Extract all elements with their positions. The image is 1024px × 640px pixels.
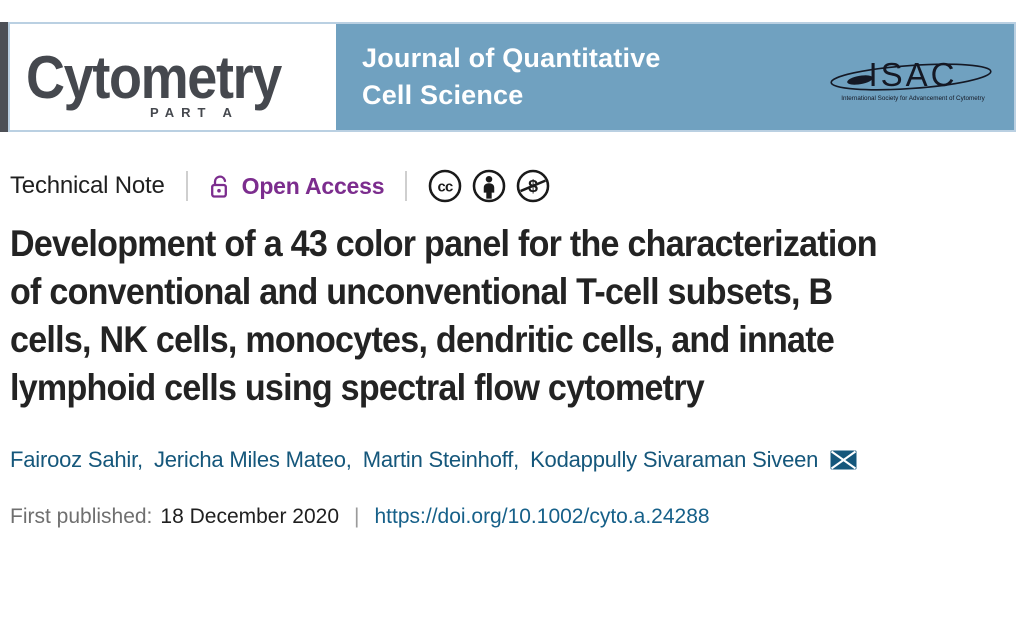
publication-info-row: First published: 18 December 2020 | http… [10, 505, 710, 529]
author-link[interactable]: Kodappully Sivaraman Siveen [530, 447, 819, 472]
open-lock-icon [210, 175, 227, 198]
email-corresponding-author-icon[interactable] [830, 450, 857, 470]
author-link[interactable]: Martin Steinhoff, [362, 447, 520, 472]
isac-logo-icon[interactable]: ISAC International Society for Advanceme… [822, 48, 1000, 106]
journal-part-label: PART A [150, 105, 239, 120]
first-published-label: First published: [10, 505, 153, 528]
journal-banner: Cytometry PART A Journal of Quantitative… [8, 22, 1016, 132]
author-list: Fairooz Sahir, Jericha Miles Mateo, Mart… [10, 447, 857, 473]
attribution-icon[interactable] [472, 169, 506, 203]
tagline-line-2: Cell Science [362, 80, 524, 110]
author-link[interactable]: Jericha Miles Mateo, [153, 447, 352, 472]
journal-logo[interactable]: Cytometry PART A [10, 24, 336, 130]
article-type-label: Technical Note [10, 172, 165, 199]
doi-link[interactable]: https://doi.org/10.1002/cyto.a.24288 [374, 505, 710, 528]
svg-text:cc: cc [438, 179, 454, 195]
divider [405, 171, 408, 201]
journal-wordmark: Cytometry [26, 44, 282, 111]
isac-acronym-text: ISAC [868, 56, 957, 93]
license-icons: cc $ [428, 169, 550, 203]
journal-tagline: Journal of Quantitative Cell Science [362, 40, 661, 114]
article-meta-row: Technical Note Open Access cc [10, 166, 550, 206]
tagline-line-1: Journal of Quantitative [362, 43, 661, 73]
isac-caption-text: International Society for Advancement of… [841, 95, 985, 102]
creative-commons-icon[interactable]: cc [428, 169, 462, 203]
separator: | [354, 505, 360, 528]
title-line: lymphoid cells using spectral flow cytom… [10, 367, 705, 408]
author-link[interactable]: Fairooz Sahir, [10, 447, 143, 472]
open-access-label: Open Access [241, 172, 385, 199]
non-commercial-icon[interactable]: $ [516, 169, 550, 203]
divider [185, 171, 188, 201]
publication-date: 18 December 2020 [160, 505, 340, 528]
title-line: of conventional and unconventional T-cel… [10, 271, 833, 312]
article-title: Development of a 43 color panel for the … [10, 220, 877, 412]
banner-left-edge [0, 22, 8, 132]
open-access-link[interactable]: Open Access [209, 173, 385, 200]
journal-tagline-section: Journal of Quantitative Cell Science ISA… [336, 24, 1014, 130]
title-line: Development of a 43 color panel for the … [10, 223, 877, 264]
title-line: cells, NK cells, monocytes, dendritic ce… [10, 319, 835, 360]
